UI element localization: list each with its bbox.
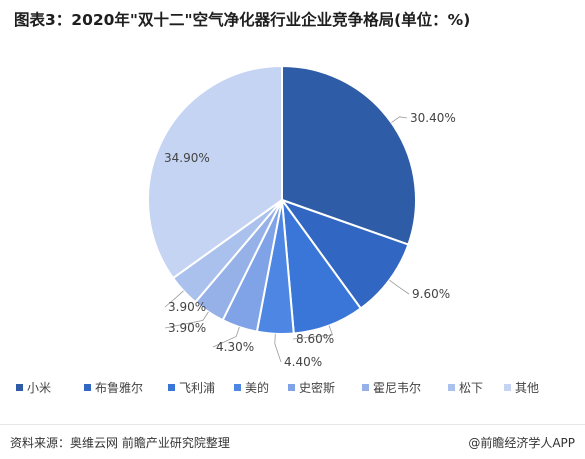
chart-title: 图表3：2020年"双十二"空气净化器行业企业竞争格局(单位：%): [14, 11, 471, 29]
legend-swatch: [16, 384, 23, 391]
legend-item: 霍尼韦尔: [362, 380, 421, 395]
legend-item: 史密斯: [288, 380, 335, 395]
legend-label: 布鲁雅尔: [95, 380, 143, 395]
legend-swatch: [504, 384, 511, 391]
leader-lines: [164, 116, 410, 363]
legend-label: 小米: [27, 381, 51, 395]
legend: 小米 布鲁雅尔 飞利浦 美的 史密斯 霍尼韦尔 松下 其他: [16, 380, 539, 395]
leader-line: [212, 326, 240, 348]
legend-label: 美的: [245, 380, 269, 395]
leader-line: [274, 333, 282, 363]
legend-item: 其他: [504, 381, 539, 395]
brand-credit: @前瞻经济学人APP: [468, 436, 575, 450]
data-label: 30.40%: [410, 111, 456, 125]
pie-slices: [147, 64, 417, 335]
data-label: 8.60%: [296, 332, 334, 346]
data-label: 4.30%: [216, 340, 254, 354]
legend-label: 松下: [459, 381, 483, 395]
data-label: 34.90%: [164, 151, 210, 165]
legend-item: 松下: [448, 381, 483, 395]
legend-swatch: [362, 384, 369, 391]
legend-item: 小米: [16, 381, 51, 395]
legend-label: 史密斯: [299, 380, 335, 395]
pie-slice: [279, 197, 410, 310]
source-note: 资料来源：奥维云网 前瞻产业研究院整理: [10, 436, 230, 450]
legend-label: 飞利浦: [179, 381, 215, 395]
leader-line: [164, 290, 184, 308]
leader-line: [292, 325, 334, 340]
legend-item: 布鲁雅尔: [84, 380, 143, 395]
pie-slice: [147, 64, 283, 280]
legend-label: 其他: [515, 381, 539, 395]
pie-chart: 30.40% 9.60% 8.60% 4.40% 4.30% 3.90% 3.90% 34.9…: [16, 64, 539, 395]
data-label: 4.40%: [284, 355, 322, 369]
data-label: 3.90%: [168, 321, 206, 335]
legend-swatch: [168, 384, 175, 391]
legend-swatch: [288, 384, 295, 391]
footer: 资料来源：奥维云网 前瞻产业研究院整理 @前瞻经济学人APP: [0, 424, 585, 459]
data-label: 3.90%: [168, 300, 206, 314]
leader-line: [389, 279, 410, 295]
legend-swatch: [234, 384, 241, 391]
legend-swatch: [84, 384, 91, 391]
legend-label: 霍尼韦尔: [373, 380, 421, 395]
data-label: 9.60%: [412, 287, 450, 301]
legend-item: 飞利浦: [168, 381, 215, 395]
pie-slice: [281, 64, 417, 246]
legend-item: 美的: [234, 380, 269, 395]
data-labels: 30.40% 9.60% 8.60% 4.40% 4.30% 3.90% 3.90% 34.9…: [164, 111, 456, 369]
leader-line: [164, 311, 209, 329]
leader-line: [391, 116, 408, 123]
legend-swatch: [448, 384, 455, 391]
